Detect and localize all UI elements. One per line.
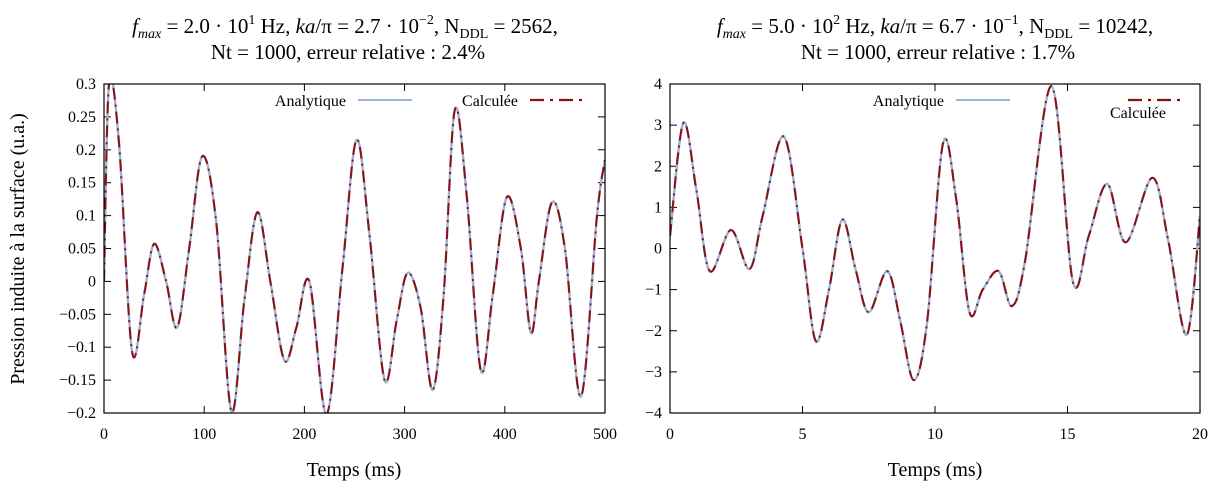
chart-left-title-line1: fmax = 2.0 · 101 Hz, ka/π = 2.7 · 10−2, …: [132, 13, 558, 42]
chart-right-series-calculee: [670, 85, 1200, 382]
chart-left-xtick-label: 400: [493, 426, 517, 443]
legend-left-calculee-label: Calculée: [462, 93, 518, 110]
legend-right-calculee-label: Calculée: [1110, 105, 1166, 122]
chart-right-ytick-label: 0: [654, 241, 662, 258]
chart-left-title-line2: Nt = 1000, erreur relative : 2.4%: [211, 40, 485, 64]
chart-right-title-line2: Nt = 1000, erreur relative : 1.7%: [801, 40, 1075, 64]
chart-left-ytick-label: −0.15: [59, 372, 96, 389]
chart-left-ylabel: Pression induite à la surface (u.a.): [7, 113, 29, 385]
chart-left-ytick-label: 0.25: [68, 109, 96, 126]
chart-right-ytick-label: 4: [654, 76, 662, 93]
chart-right-xtick-label: 10: [927, 426, 943, 443]
chart-left: fmax = 2.0 · 101 Hz, ka/π = 2.7 · 10−2, …: [7, 13, 617, 481]
chart-right-xtick-label: 0: [666, 426, 674, 443]
chart-left-ytick-label: 0.05: [68, 241, 96, 258]
chart-left-xtick-label: 100: [192, 426, 216, 443]
chart-left-legend: Analytique Calculée: [275, 93, 584, 110]
chart-left-ytick-label: 0.3: [76, 76, 96, 93]
chart-left-plot: −0.2 −0.15 −0.1 −0.05 0 0.05 0.1 0.15 0.2 0.25 0.3…: [59, 76, 617, 443]
chart-right-ytick-label: −2: [645, 323, 662, 340]
legend-left-analytique-label: Analytique: [275, 93, 346, 110]
chart-left-ytick-label: 0.15: [68, 175, 96, 192]
chart-left-ytick-label: −0.2: [67, 405, 96, 422]
chart-left-xtick-label: 200: [292, 426, 316, 443]
chart-left-frame: [103, 83, 606, 414]
chart-left-xtick-label: 300: [393, 426, 417, 443]
chart-left-ytick-label: −0.1: [67, 339, 96, 356]
chart-right-xtick-label: 5: [799, 426, 807, 443]
chart-right-ytick-label: 1: [654, 199, 662, 216]
chart-right-xlabel: Temps (ms): [888, 459, 983, 481]
chart-right-ytick-label: −1: [645, 282, 662, 299]
chart-right-plot: −4 −3 −2 −1 0 1 2 3 4 0 5 10 15 20: [645, 76, 1208, 443]
chart-right-ytick-label: 2: [654, 158, 662, 175]
chart-right-frame: [669, 83, 1201, 414]
chart-right-xtick-label: 20: [1192, 426, 1208, 443]
chart-right-xtick-label: 15: [1060, 426, 1076, 443]
chart-left-ytick-label: 0.2: [76, 142, 96, 159]
chart-left-ytick-label: 0.1: [76, 208, 96, 225]
chart-right-ytick-label: −4: [645, 405, 662, 422]
chart-left-xlabel: Temps (ms): [307, 459, 402, 481]
chart-right-ytick-label: 3: [654, 117, 662, 134]
chart-left-series-calculee: [104, 84, 605, 413]
chart-right-title-line1: fmax = 5.0 · 102 Hz, ka/π = 6.7 · 10−1, …: [717, 13, 1153, 42]
chart-left-xtick-label: 0: [100, 426, 108, 443]
legend-right-analytique-label: Analytique: [873, 93, 944, 110]
chart-right-ytick-label: −3: [645, 364, 662, 381]
chart-left-ytick-label: −0.05: [59, 306, 96, 323]
chart-left-xtick-label: 500: [593, 426, 617, 443]
chart-right: fmax = 5.0 · 102 Hz, ka/π = 6.7 · 10−1, …: [645, 13, 1208, 481]
chart-left-series-analytique: [104, 84, 605, 413]
chart-right-legend: Analytique Calculée: [873, 93, 1182, 122]
chart-left-ytick-label: 0: [88, 273, 96, 290]
